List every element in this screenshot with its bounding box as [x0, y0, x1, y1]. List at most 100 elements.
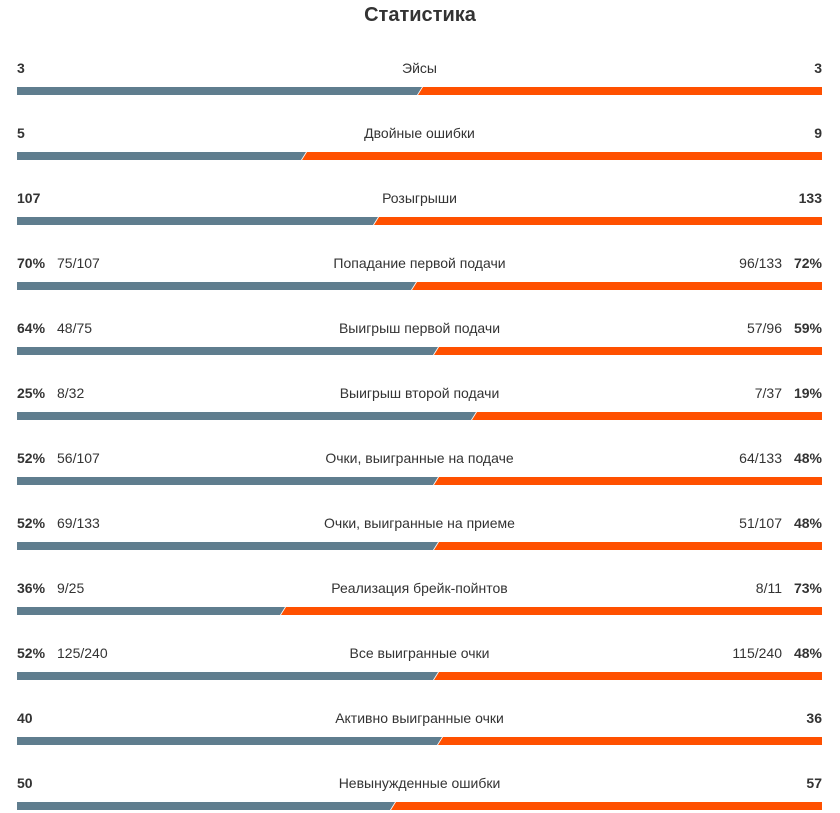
left-fraction: 69/133 — [57, 515, 100, 531]
right-value: 59% — [793, 320, 822, 336]
stat-row: Очки, выигранные на приеме 52% 69/133 51/10… — [17, 513, 822, 553]
right-fraction: 7/37 — [754, 385, 782, 401]
left-fraction: 56/107 — [57, 450, 100, 466]
stat-name: Выигрыш второй подачи — [339, 385, 500, 401]
right-bar-fill — [438, 737, 822, 745]
stat-row: Выигрыш первой подачи 64% 48/75 57/96 59% — [17, 318, 822, 358]
stat-row: Эйсы 3 3 — [17, 58, 822, 98]
stat-name: Двойные ошибки — [364, 125, 475, 141]
left-fraction: 9/25 — [57, 580, 85, 596]
stat-name: Все выигранные очки — [349, 645, 490, 661]
stat-labels: Невынужденные ошибки 50 57 — [17, 773, 822, 793]
left-value: 52% — [17, 515, 46, 531]
comparison-bar — [17, 672, 822, 680]
comparison-bar — [17, 217, 822, 225]
left-value: 50 — [17, 775, 33, 791]
left-value: 52% — [17, 645, 46, 661]
stat-name: Реализация брейк-пойнтов — [331, 580, 508, 596]
right-value: 48% — [793, 450, 822, 466]
right-value: 3 — [814, 60, 822, 76]
stat-row: Попадание первой подачи 70% 75/107 96/133 72… — [17, 253, 822, 293]
left-bar-fill — [17, 152, 306, 160]
page-title: Статистика — [364, 4, 476, 26]
comparison-bar — [17, 412, 822, 420]
left-bar-fill — [17, 217, 378, 225]
left-value: 3 — [17, 60, 25, 76]
stat-name: Выигрыш первой подачи — [338, 320, 501, 336]
stat-row: Активно выигранные очки 40 36 — [17, 708, 822, 748]
left-fraction: 75/107 — [57, 255, 100, 271]
right-bar-fill — [412, 282, 822, 290]
right-bar-fill — [281, 607, 822, 615]
stat-row: Все выигранные очки 52% 125/240 115/240 48% — [17, 643, 822, 683]
stat-name: Эйсы — [402, 60, 437, 76]
left-value: 36% — [17, 580, 46, 596]
right-fraction: 8/11 — [755, 580, 782, 596]
right-fraction: 96/133 — [739, 255, 782, 271]
stat-labels: Очки, выигранные на приеме 52% 69/133 51/10… — [17, 513, 822, 533]
right-value: 133 — [798, 190, 822, 206]
stat-labels: Розыгрыши 107 133 — [17, 188, 822, 208]
right-value: 57 — [806, 775, 822, 791]
left-value: 40 — [17, 710, 33, 726]
comparison-bar — [17, 87, 822, 95]
left-bar-fill — [17, 87, 422, 95]
stat-labels: Выигрыш второй подачи 25% 8/32 7/37 19% — [17, 383, 822, 403]
stat-row: Очки, выигранные на подаче 52% 56/107 64/13… — [17, 448, 822, 488]
left-fraction: 48/75 — [57, 320, 93, 336]
left-value: 52% — [17, 450, 46, 466]
right-value: 19% — [793, 385, 822, 401]
left-bar-fill — [17, 477, 438, 485]
stat-name: Попадание первой подачи — [333, 255, 506, 271]
right-fraction: 64/133 — [739, 450, 782, 466]
comparison-bar — [17, 282, 822, 290]
stat-row: Двойные ошибки 5 9 — [17, 123, 822, 163]
left-bar-fill — [17, 607, 285, 615]
right-fraction: 115/240 — [732, 645, 782, 661]
comparison-bar — [17, 152, 822, 160]
left-value: 107 — [17, 190, 41, 206]
stat-name: Активно выигранные очки — [335, 710, 504, 726]
right-value: 36 — [806, 710, 822, 726]
comparison-bar — [17, 607, 822, 615]
stat-labels: Все выигранные очки 52% 125/240 115/240 48% — [17, 643, 822, 663]
left-bar-fill — [17, 737, 442, 745]
stat-labels: Попадание первой подачи 70% 75/107 96/133 72… — [17, 253, 822, 273]
right-bar-fill — [418, 87, 822, 95]
comparison-bar — [17, 802, 822, 810]
right-bar-fill — [434, 477, 822, 485]
left-bar-fill — [17, 347, 438, 355]
stat-labels: Активно выигранные очки 40 36 — [17, 708, 822, 728]
stat-row: Невынужденные ошибки 50 57 — [17, 773, 822, 813]
stat-row: Реализация брейк-пойнтов 36% 9/25 8/11 73% — [17, 578, 822, 618]
right-bar-fill — [472, 412, 822, 420]
right-bar-fill — [434, 347, 822, 355]
stat-name: Очки, выигранные на подаче — [325, 450, 514, 466]
left-bar-fill — [17, 542, 438, 550]
left-value: 25% — [17, 385, 46, 401]
comparison-bar — [17, 477, 822, 485]
right-bar-fill — [374, 217, 822, 225]
right-value: 48% — [793, 515, 822, 531]
left-bar-fill — [17, 672, 438, 680]
left-bar-fill — [17, 412, 476, 420]
stat-labels: Выигрыш первой подачи 64% 48/75 57/96 59% — [17, 318, 822, 338]
left-bar-fill — [17, 802, 395, 810]
left-fraction: 8/32 — [57, 385, 85, 401]
comparison-bar — [17, 347, 822, 355]
stat-name: Невынужденные ошибки — [338, 775, 501, 791]
right-fraction: 57/96 — [746, 320, 782, 336]
stat-labels: Реализация брейк-пойнтов 36% 9/25 8/11 73% — [17, 578, 822, 598]
right-fraction: 51/107 — [739, 515, 782, 531]
left-bar-fill — [17, 282, 416, 290]
left-value: 64% — [17, 320, 46, 336]
right-bar-fill — [434, 542, 822, 550]
stat-labels: Эйсы 3 3 — [17, 58, 822, 78]
stat-labels: Двойные ошибки 5 9 — [17, 123, 822, 143]
right-value: 48% — [793, 645, 822, 661]
stat-name: Очки, выигранные на приеме — [324, 515, 515, 531]
left-value: 70% — [17, 255, 46, 271]
comparison-bar — [17, 737, 822, 745]
stat-row: Выигрыш второй подачи 25% 8/32 7/37 19% — [17, 383, 822, 423]
right-value: 72% — [793, 255, 822, 271]
